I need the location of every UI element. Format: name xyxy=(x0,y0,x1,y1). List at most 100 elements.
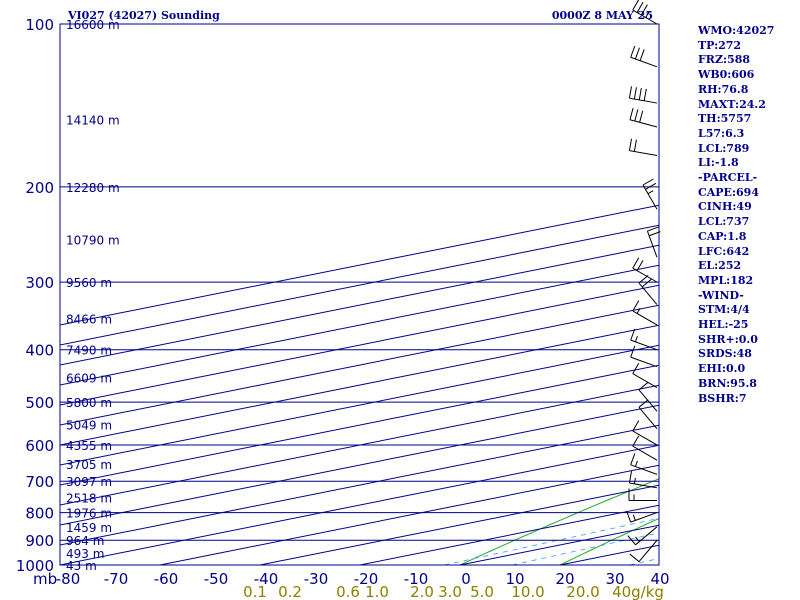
temp-tick-label: -10 xyxy=(404,570,429,588)
barb-staff xyxy=(638,539,658,563)
barb-flag xyxy=(634,47,640,60)
barb-staff xyxy=(632,373,658,389)
barb-half-flag xyxy=(634,336,638,343)
height-label: 9560 m xyxy=(66,276,112,290)
wind-barb xyxy=(626,510,658,523)
barb-flag xyxy=(634,109,639,122)
index-item: -PARCEL- xyxy=(698,171,758,185)
barb-flag xyxy=(639,110,644,123)
plot-border xyxy=(59,23,660,566)
isotherm xyxy=(60,284,659,406)
barb-half-flag xyxy=(632,514,636,521)
wind-barb xyxy=(642,178,658,210)
temp-tick-label: -30 xyxy=(304,570,329,588)
isotherm xyxy=(60,304,659,426)
pressure-tick-label: 200 xyxy=(25,179,54,197)
height-label: 12280 m xyxy=(66,181,120,195)
barb-flag xyxy=(630,45,636,58)
barb-flag xyxy=(639,49,645,61)
barb-flag xyxy=(643,88,647,101)
index-item: LFC:642 xyxy=(698,244,750,258)
temp-tick-label: -80 xyxy=(56,570,81,588)
index-item: CAP:1.8 xyxy=(698,229,747,243)
index-item: EHI:0.0 xyxy=(698,362,746,376)
height-label: 3097 m xyxy=(66,475,112,489)
wind-barbs xyxy=(626,0,661,563)
barb-flag xyxy=(638,381,649,391)
barb-flag xyxy=(642,178,654,186)
barb-staff xyxy=(635,526,658,546)
barb-flag xyxy=(628,471,633,484)
wind-barb xyxy=(629,539,658,563)
height-label: 4355 m xyxy=(66,439,112,453)
isotherm xyxy=(60,204,659,326)
pressure-tick-label: 700 xyxy=(25,473,54,491)
height-label: 10790 m xyxy=(66,233,120,247)
barb-flag xyxy=(630,345,636,358)
barb-flag xyxy=(647,226,659,232)
temp-tick-label: 0 xyxy=(461,570,471,588)
wind-barb xyxy=(630,45,658,68)
index-item: WB0:606 xyxy=(698,68,755,82)
barb-flag xyxy=(645,182,657,190)
dry-adiabat xyxy=(459,478,659,565)
wind-barb xyxy=(632,0,658,25)
index-item: MAXT:24.2 xyxy=(698,97,766,111)
isotherm xyxy=(60,264,659,386)
barb-staff xyxy=(629,482,658,489)
temp-tick-label: -50 xyxy=(204,570,229,588)
barb-flag xyxy=(638,274,649,284)
barb-staff xyxy=(630,356,658,368)
index-item: SRDS:48 xyxy=(698,347,752,361)
height-label: 7490 m xyxy=(66,344,112,358)
wind-barb xyxy=(632,300,658,326)
isotherm xyxy=(60,244,659,366)
stability-indices: WMO:42027 TP:272 FRZ:588 WB0:606 RH:76.8 MAXT… xyxy=(698,24,800,406)
barb-half-flag xyxy=(645,12,650,18)
mixing-ratio-label: 0.1 xyxy=(243,583,267,600)
mixing-ratio-label: 5.0 xyxy=(470,583,494,600)
wind-barb xyxy=(630,328,658,351)
wind-barb xyxy=(628,471,658,489)
barb-flag xyxy=(636,1,644,13)
temp-tick-label: 40 xyxy=(650,570,669,588)
barb-flag xyxy=(632,362,640,374)
temp-tick-label: -40 xyxy=(254,570,279,588)
barb-flag xyxy=(630,453,636,465)
wind-barb xyxy=(632,435,658,461)
wind-barb xyxy=(646,226,661,258)
isotherm xyxy=(60,344,659,466)
index-item: LI:-1.8 xyxy=(698,156,739,170)
barb-staff xyxy=(632,310,658,326)
chart-frame xyxy=(59,23,660,566)
index-item: CAPE:694 xyxy=(698,185,759,199)
height-label: 5800 m xyxy=(66,396,112,410)
wind-barb xyxy=(632,362,658,389)
mixing-ratio-label: 3.0 xyxy=(438,583,462,600)
barb-flag xyxy=(640,4,648,16)
barb-flag xyxy=(629,108,634,120)
height-label: 964 m xyxy=(66,534,104,548)
index-item: MPL:182 xyxy=(698,273,754,287)
barb-flag xyxy=(638,88,642,101)
index-item: CINH:49 xyxy=(698,200,752,214)
index-item: FRZ:588 xyxy=(698,53,751,67)
barb-staff xyxy=(629,119,658,128)
isotherm xyxy=(60,444,659,565)
mixing-ratio-label: 10.0 xyxy=(511,583,544,600)
wind-barb xyxy=(638,399,658,430)
height-label: 1459 m xyxy=(66,521,112,535)
barb-flag xyxy=(632,300,640,312)
pressure-tick-label: 800 xyxy=(25,505,54,523)
index-item: STM:4/4 xyxy=(698,303,750,317)
index-item: LCL:737 xyxy=(698,215,750,229)
temp-tick-label: -70 xyxy=(104,570,129,588)
isotherm xyxy=(60,324,659,446)
chart-time: 0000Z 8 MAY 25 xyxy=(552,9,653,22)
wind-barb xyxy=(628,488,657,502)
pressure-tick-label: 300 xyxy=(25,274,54,292)
barb-flag xyxy=(633,87,637,100)
barb-half-flag xyxy=(633,477,636,484)
chart-grid xyxy=(444,478,659,565)
barb-staff xyxy=(630,56,658,68)
